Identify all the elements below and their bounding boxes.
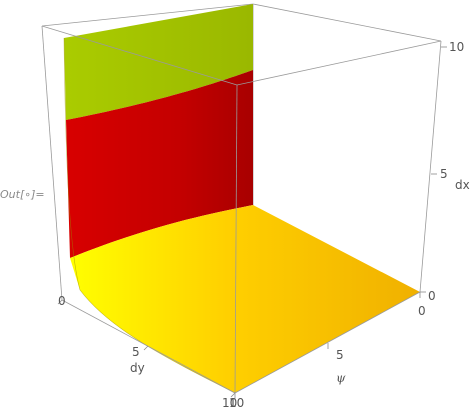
surface	[63, 4, 420, 394]
psi-axis-label: ψ	[336, 371, 346, 385]
dx-axis-label: dx	[455, 178, 470, 192]
dx-tick-10: 10	[449, 40, 464, 54]
surface-region-mid	[66, 70, 253, 258]
surface-region-high	[64, 4, 253, 120]
surface-region-low	[70, 205, 420, 393]
dx-tick-0: 0	[428, 289, 436, 303]
psi-tick-0: 0	[418, 304, 426, 318]
psi-tick-5: 5	[336, 348, 344, 362]
bounding-box-front	[41, 25, 442, 394]
psi-tick-10: 10	[229, 396, 244, 410]
axis-dx: 10 5 0 dx	[428, 40, 470, 303]
dy-axis-label: dy	[130, 361, 145, 375]
dy-tick-10: 10	[222, 396, 237, 410]
tick-marks	[57, 46, 447, 399]
dx-tick-5: 5	[440, 167, 448, 181]
dy-tick-5: 5	[132, 345, 140, 359]
axis-dy: 0 5 10 dy	[58, 294, 237, 410]
output-cell-label: Out[∘]=	[0, 188, 45, 201]
dy-tick-0: 0	[58, 294, 66, 308]
axis-psi: 0 5 10 ψ	[229, 304, 426, 410]
surface-edge-front	[63, 37, 236, 394]
